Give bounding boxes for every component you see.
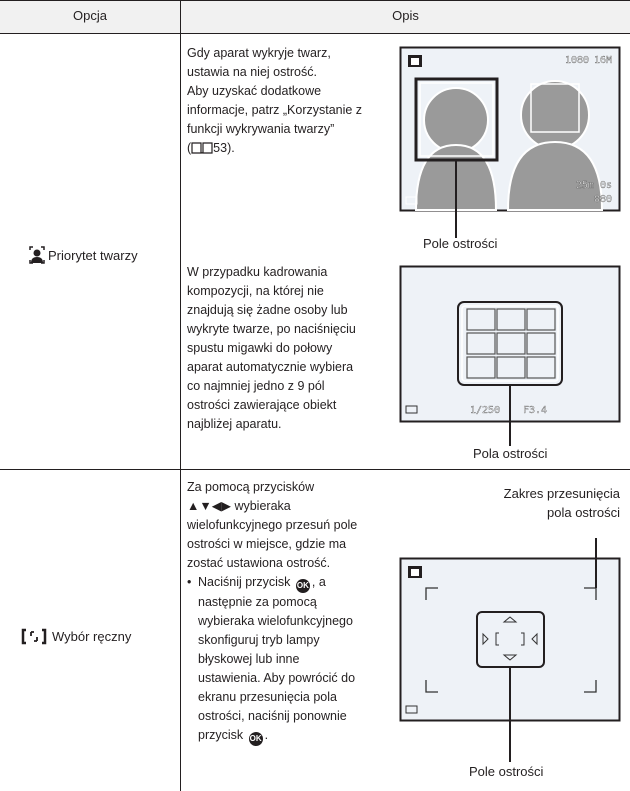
caption: Pole ostrości [423,236,498,251]
option-label: Wybór ręczny [52,629,132,644]
text-line: przycisk OK. [198,726,355,746]
text-line: funkcji wykrywania twarzy” [187,122,335,136]
bullet-mark: • [187,575,192,589]
face-icon [29,246,45,264]
text-line: Aby uzyskać dodatkowe [187,84,322,98]
text: przycisk [198,728,244,742]
manual-icon [21,628,47,645]
screen-face: 1080 16M 25m 0s 880 [399,46,621,238]
text-line: ostrości w miejsce, gdzie ma [187,537,347,551]
text-line: najbliżej aparatu. [187,417,282,431]
text-line: znajdują się żadne osoby lub [187,303,348,317]
text-line: (53). [187,139,362,158]
text-line: następnie za pomocą [198,595,317,609]
paragraph: W przypadku kadrowania kompozycji, na kt… [187,263,356,434]
header-cell: Opis [392,8,419,23]
text-line: wielofunkcyjnego przesuń pole [187,518,358,532]
text-line: kompozycji, na której nie [187,284,324,298]
caption: Pola ostrości [473,446,548,461]
bullet: Naciśnij przycisk OK, a następnie za pom… [198,573,355,746]
text-line: ustawia na niej ostrość. [187,65,317,79]
paragraph: Za pomocą przycisków ▲▼◀▶ wybieraka wiel… [187,478,357,573]
book-icon [191,142,213,154]
text-line: co najmniej jedno z 9 pól [187,379,325,393]
text-line: ekranu przesunięcia pola [198,690,337,704]
text-line: ▲▼◀▶ wybieraka [187,499,291,513]
text-line: ostrości, naciśnij ponownie [198,709,347,723]
screen-text: 25m 0s [576,180,612,191]
header-bg [0,0,630,33]
ok-icon: OK [295,579,310,593]
header-cell: Opcja [73,8,107,23]
text-line: spustu migawki do połowy [187,341,333,355]
screen-text: 880 [594,194,612,205]
caption: Pole ostrości [469,764,544,779]
text-line: aparat automatycznie wybiera [187,360,354,374]
caption: Zakres przesunięcia pola ostrości [504,484,620,522]
screen-text: F3.4 [523,405,547,416]
text-line: Gdy aparat wykryje twarz, [187,46,331,60]
text: . [264,728,269,742]
text: Naciśnij przycisk [198,575,291,589]
text: 53). [213,141,235,155]
text: ( [187,141,192,155]
screen-grid: 1/250 F3.4 [399,265,621,446]
text-line: wybieraka wielofunkcyjnego [198,614,353,628]
caption-line: pola ostrości [547,505,620,520]
text-line: Naciśnij przycisk OK, a [198,573,355,593]
text-line: zostać ustawiona ostrość. [187,556,331,570]
text-line: ostrości zawierające obiekt [187,398,337,412]
caption-line: Zakres przesunięcia [503,486,620,501]
text-line: błyskowej lub inne [198,652,300,666]
screen-manual [399,538,621,762]
text-line: informacje, patrz „Korzystanie z [187,103,363,117]
screen-text: 16M [594,55,612,66]
ok-icon: OK [248,732,263,746]
text-line: Za pomocą przycisków [187,480,315,494]
screen-text: 1/250 [470,405,500,416]
text-line: skonfiguruj tryb lampy [198,633,320,647]
text: , a [311,575,326,589]
text-line: wykryte twarze, po naciśnięciu [187,322,356,336]
screen-text: 1080 [565,55,589,66]
text-line: W przypadku kadrowania [187,265,328,279]
option-label: Priorytet twarzy [48,248,138,263]
paragraph: Gdy aparat wykryje twarz, ustawia na nie… [187,44,362,158]
text-line: ustawienia. Aby powrócić do [198,671,356,685]
